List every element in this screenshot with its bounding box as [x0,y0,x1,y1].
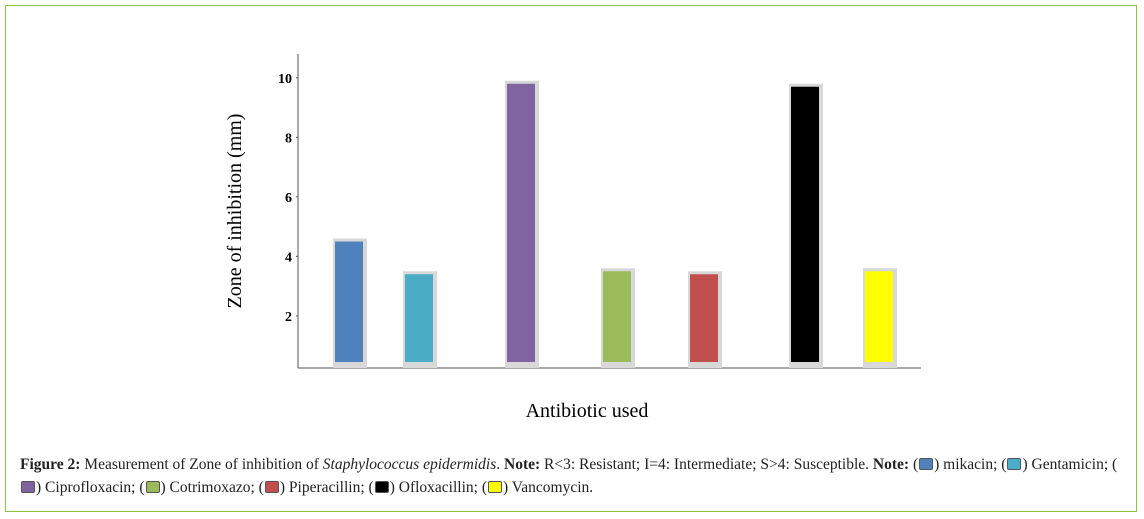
legend-name: Ofloxacillin [398,479,474,496]
bar [507,83,535,362]
y-tick-label: 8 [285,131,292,146]
bar [335,241,363,362]
caption-text: Measurement of Zone of inhibition of [84,456,319,473]
legend-item: Piperacillin [259,479,369,496]
legend-text: Vancomycin [503,479,589,496]
y-tick-label: 4 [285,250,292,265]
x-axis-label: Antibiotic used [526,400,649,422]
legend-text: Ofloxacillin [390,479,474,496]
legend-item: Gentamicin [1001,456,1112,473]
bar [865,271,893,362]
legend-item: Vancomycin [482,479,593,496]
y-axis-label: Zone of inhibition (mm) [224,114,246,309]
y-tick-label: 6 [285,191,292,206]
legend-swatch [21,481,35,493]
legend-item: mikacin [913,456,1001,473]
legend-swatch [145,481,160,493]
legend-name: Vancomycin [511,479,590,496]
legend-text: Piperacillin [280,479,361,496]
legend-text: mikacin [934,456,993,473]
legend-swatch [264,481,279,493]
chart: Zone of inhibition (mm) Antibiotic used … [224,54,921,422]
bar [603,271,631,362]
legend-swatch [374,481,389,493]
legend-text: Ciprofloxacin [36,479,131,496]
legend-swatch [919,458,934,470]
note-text: R<3: Resistant; I=4: Intermediate; S>4: … [544,456,870,473]
legend-name: Piperacillin [288,479,361,496]
bar [690,274,718,362]
legend-swatch [488,481,503,493]
legend-item: Ofloxacillin [369,479,482,496]
figure-frame: Zone of inhibition (mm) Antibiotic used … [5,5,1137,512]
species: Staphylococcus epidermidis [322,456,497,473]
legend-swatch [1007,458,1022,470]
legend-item: Cotrimoxazo [139,479,258,496]
y-tick-label: 2 [285,310,292,325]
legend-name: mikacin [943,456,994,473]
bar [405,274,433,362]
y-tick-label: 10 [278,72,292,87]
note-label: Note: [504,456,541,473]
legend-label: Note: [872,456,910,473]
legend-name: Cotrimoxazo [169,479,251,496]
legend-name: Gentamicin [1031,456,1104,473]
caption-label: Figure 2: [20,456,81,473]
legend-text: Gentamicin [1022,456,1103,473]
legend-text: Cotrimoxazo [161,479,251,496]
caption: Figure 2: Measurement of Zone of inhibit… [20,453,1130,499]
legend-name: Ciprofloxacin [45,479,132,496]
bar [791,86,819,363]
